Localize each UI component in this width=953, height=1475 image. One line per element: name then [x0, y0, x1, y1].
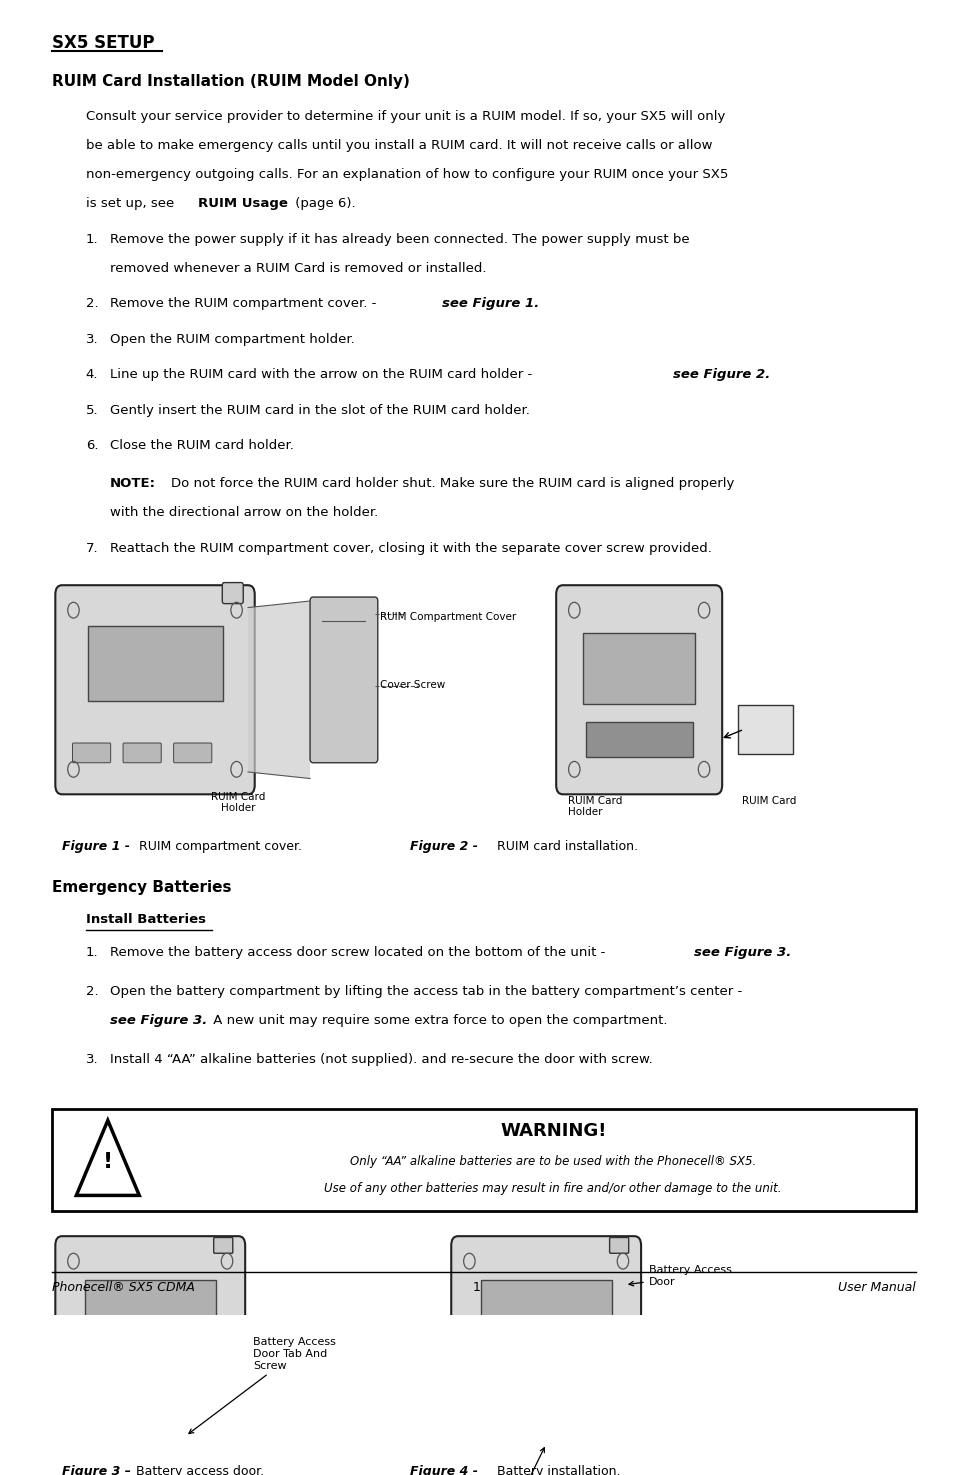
- FancyBboxPatch shape: [173, 743, 212, 763]
- Text: 7.: 7.: [86, 541, 98, 555]
- Text: Remove the RUIM compartment cover. -: Remove the RUIM compartment cover. -: [110, 296, 380, 310]
- Text: RUIM Card
Holder: RUIM Card Holder: [567, 795, 621, 817]
- Text: Gently insert the RUIM card in the slot of the RUIM card holder.: Gently insert the RUIM card in the slot …: [110, 404, 529, 417]
- FancyBboxPatch shape: [52, 1109, 915, 1211]
- Text: 1.: 1.: [86, 945, 98, 959]
- Text: Figure 2 -: Figure 2 -: [410, 841, 482, 854]
- FancyBboxPatch shape: [461, 1417, 630, 1457]
- Text: Phonecell® SX5 CDMA: Phonecell® SX5 CDMA: [52, 1280, 195, 1294]
- FancyBboxPatch shape: [542, 1426, 575, 1453]
- FancyBboxPatch shape: [85, 1280, 215, 1348]
- Text: Figure 1 -: Figure 1 -: [62, 841, 134, 854]
- Text: 4.: 4.: [86, 369, 98, 381]
- FancyBboxPatch shape: [609, 1238, 628, 1254]
- Text: Battery installation.: Battery installation.: [497, 1465, 619, 1475]
- Text: see Figure 2.: see Figure 2.: [672, 369, 769, 381]
- Text: 1: 1: [473, 1280, 480, 1294]
- Text: Figure 4 -: Figure 4 -: [410, 1465, 482, 1475]
- Text: Do not force the RUIM card holder shut. Make sure the RUIM card is aligned prope: Do not force the RUIM card holder shut. …: [171, 478, 734, 490]
- Text: 2.: 2.: [86, 296, 98, 310]
- Text: (page 6).: (page 6).: [291, 198, 355, 211]
- Text: Line up the RUIM card with the arrow on the RUIM card holder -: Line up the RUIM card with the arrow on …: [110, 369, 536, 381]
- Text: RUIM Usage: RUIM Usage: [198, 198, 288, 211]
- Text: RUIM card installation.: RUIM card installation.: [497, 841, 638, 854]
- Text: 3.: 3.: [86, 1053, 98, 1066]
- Text: non-emergency outgoing calls. For an explanation of how to configure your RUIM o: non-emergency outgoing calls. For an exp…: [86, 168, 727, 181]
- Text: Battery access door.: Battery access door.: [136, 1465, 264, 1475]
- Text: 6.: 6.: [86, 440, 98, 453]
- Polygon shape: [76, 1121, 139, 1195]
- Text: User Manual: User Manual: [838, 1280, 915, 1294]
- Text: Use of any other batteries may result in fire and/or other damage to the unit.: Use of any other batteries may result in…: [324, 1183, 781, 1195]
- Text: RUIM Card Installation (RUIM Model Only): RUIM Card Installation (RUIM Model Only): [52, 74, 410, 88]
- Text: see Figure 1.: see Figure 1.: [441, 296, 538, 310]
- Text: RUIM Compartment Cover: RUIM Compartment Cover: [379, 612, 516, 621]
- Text: Emergency Batteries: Emergency Batteries: [52, 879, 232, 895]
- FancyBboxPatch shape: [582, 633, 695, 704]
- Text: Remove the battery access door screw located on the bottom of the unit -: Remove the battery access door screw loc…: [110, 945, 609, 959]
- FancyBboxPatch shape: [88, 625, 223, 701]
- Text: Remove the power supply if it has already been connected. The power supply must : Remove the power supply if it has alread…: [110, 233, 689, 246]
- Text: NOTE:: NOTE:: [110, 478, 155, 490]
- FancyBboxPatch shape: [55, 586, 254, 795]
- Text: Open the battery compartment by lifting the access tab in the battery compartmen: Open the battery compartment by lifting …: [110, 985, 741, 999]
- Text: with the directional arrow on the holder.: with the directional arrow on the holder…: [110, 506, 377, 519]
- Text: WARNING!: WARNING!: [499, 1122, 606, 1140]
- FancyBboxPatch shape: [123, 743, 161, 763]
- Text: Open the RUIM compartment holder.: Open the RUIM compartment holder.: [110, 333, 355, 345]
- Text: see Figure 3.: see Figure 3.: [693, 945, 790, 959]
- FancyBboxPatch shape: [72, 743, 111, 763]
- Text: RUIM Card: RUIM Card: [741, 795, 796, 805]
- FancyBboxPatch shape: [451, 1236, 640, 1432]
- Text: Battery Access
Door: Battery Access Door: [628, 1266, 731, 1286]
- Circle shape: [145, 1448, 156, 1463]
- Text: Only “AA” alkaline batteries are to be used with the Phonecell® SX5.: Only “AA” alkaline batteries are to be u…: [350, 1155, 756, 1168]
- Text: !: !: [103, 1152, 112, 1171]
- Text: Battery Access
Door Tab And
Screw: Battery Access Door Tab And Screw: [189, 1338, 335, 1434]
- Text: 1.: 1.: [86, 233, 98, 246]
- FancyBboxPatch shape: [466, 1426, 498, 1453]
- Text: Cover Screw: Cover Screw: [379, 680, 444, 690]
- FancyBboxPatch shape: [71, 1419, 230, 1448]
- Text: A new unit may require some extra force to open the compartment.: A new unit may require some extra force …: [209, 1013, 667, 1027]
- FancyBboxPatch shape: [310, 597, 377, 763]
- Text: 3.: 3.: [86, 333, 98, 345]
- Text: Reattach the RUIM compartment cover, closing it with the separate cover screw pr: Reattach the RUIM compartment cover, clo…: [110, 541, 711, 555]
- FancyBboxPatch shape: [504, 1426, 537, 1453]
- FancyBboxPatch shape: [585, 721, 692, 758]
- FancyBboxPatch shape: [556, 586, 721, 795]
- Text: RUIM compartment cover.: RUIM compartment cover.: [139, 841, 302, 854]
- FancyBboxPatch shape: [738, 705, 792, 754]
- FancyBboxPatch shape: [480, 1280, 611, 1348]
- FancyBboxPatch shape: [55, 1236, 245, 1432]
- FancyBboxPatch shape: [222, 583, 243, 603]
- Text: be able to make emergency calls until you install a RUIM card. It will not recei: be able to make emergency calls until yo…: [86, 140, 712, 152]
- Text: SX5 SETUP: SX5 SETUP: [52, 34, 154, 52]
- Text: 5.: 5.: [86, 404, 98, 417]
- Text: Consult your service provider to determine if your unit is a RUIM model. If so, : Consult your service provider to determi…: [86, 111, 724, 124]
- Text: 2.: 2.: [86, 985, 98, 999]
- Text: see Figure 3.: see Figure 3.: [110, 1013, 207, 1027]
- Text: Figure 3 –: Figure 3 –: [62, 1465, 135, 1475]
- Text: Install 4 “AA” alkaline batteries (not supplied). and re-secure the door with sc: Install 4 “AA” alkaline batteries (not s…: [110, 1053, 652, 1066]
- Text: is set up, see: is set up, see: [86, 198, 178, 211]
- Polygon shape: [248, 600, 310, 779]
- FancyBboxPatch shape: [580, 1426, 613, 1453]
- Text: removed whenever a RUIM Card is removed or installed.: removed whenever a RUIM Card is removed …: [110, 261, 486, 274]
- Text: Close the RUIM card holder.: Close the RUIM card holder.: [110, 440, 294, 453]
- Text: Install Batteries: Install Batteries: [86, 913, 206, 926]
- FancyBboxPatch shape: [213, 1238, 233, 1254]
- Text: 4 AA Batteries: 4 AA Batteries: [481, 1447, 561, 1475]
- Text: RUIM Card
Holder: RUIM Card Holder: [212, 792, 265, 813]
